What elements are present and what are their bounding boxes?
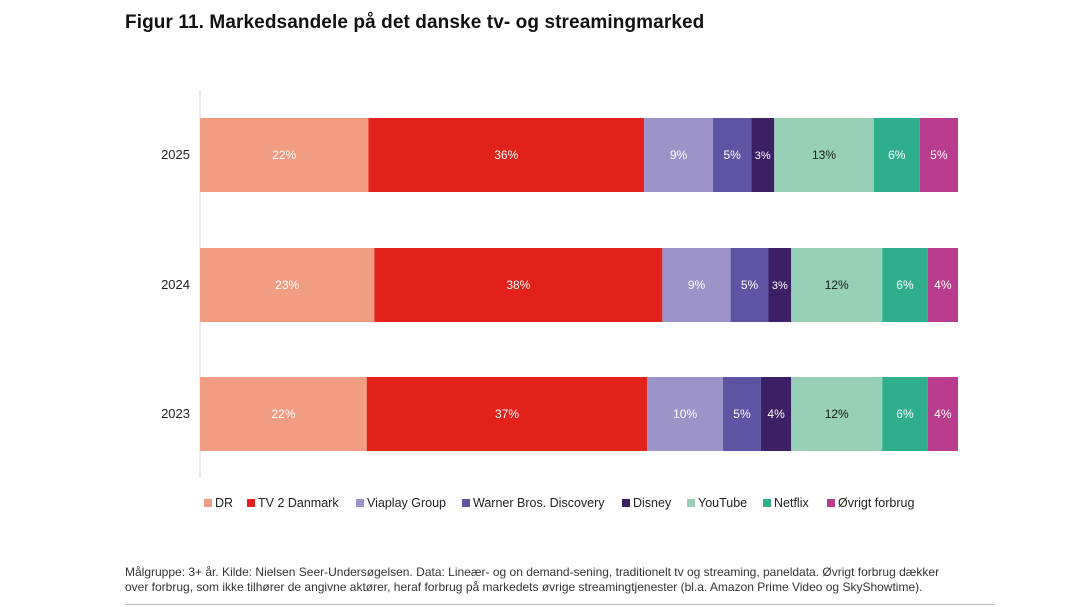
- bar-2024-3: [730, 248, 769, 322]
- bar-2023-7: [927, 377, 958, 451]
- legend-label-1: TV 2 Danmark: [258, 496, 339, 510]
- data-label-2025-2: 9%: [670, 148, 688, 162]
- footnote-line-2: over forbrug, som ikke tilhører de angiv…: [125, 580, 923, 594]
- bar-2024-7: [927, 248, 958, 322]
- bar-2025-6: [873, 118, 920, 192]
- data-label-2024-6: 6%: [896, 278, 914, 292]
- legend-swatch-5: [687, 499, 695, 507]
- bar-2024-5: [791, 248, 883, 322]
- footnote: Målgruppe: 3+ år. Kilde: Nielsen Seer-Un…: [125, 565, 1005, 595]
- bar-2025-3: [712, 118, 752, 192]
- bar-2023-5: [791, 377, 883, 451]
- legend-swatch-7: [827, 499, 835, 507]
- data-label-2023-3: 5%: [733, 407, 751, 421]
- data-label-2025-5: 13%: [812, 148, 836, 162]
- data-label-2025-7: 5%: [930, 148, 948, 162]
- data-label-2024-5: 12%: [825, 278, 849, 292]
- data-label-2023-4: 4%: [767, 407, 785, 421]
- bar-2024-4: [768, 248, 792, 322]
- footnote-divider: [125, 604, 995, 605]
- bar-2025-7: [919, 118, 958, 192]
- legend-label-3: Warner Bros. Discovery: [473, 496, 605, 510]
- category-label-2023: 2023: [161, 406, 190, 421]
- data-label-2024-3: 5%: [741, 278, 759, 292]
- bar-2023-6: [882, 377, 928, 451]
- data-label-2024-1: 38%: [506, 278, 530, 292]
- legend-label-7: Øvrigt forbrug: [838, 496, 914, 510]
- bar-2025-2: [644, 118, 713, 192]
- legend-label-2: Viaplay Group: [367, 496, 446, 510]
- bar-2023-2: [647, 377, 724, 451]
- legend-label-6: Netflix: [774, 496, 809, 510]
- legend-swatch-6: [763, 499, 771, 507]
- data-label-2024-4: 3%: [772, 280, 788, 292]
- bar-2025-0: [200, 118, 369, 192]
- data-label-2023-6: 6%: [896, 407, 914, 421]
- bar-2024-6: [882, 248, 928, 322]
- data-label-2023-7: 4%: [934, 407, 952, 421]
- footnote-line-1: Målgruppe: 3+ år. Kilde: Nielsen Seer-Un…: [125, 565, 940, 579]
- data-label-2024-0: 23%: [275, 278, 299, 292]
- category-label-2024: 2024: [161, 277, 190, 292]
- data-label-2023-1: 37%: [495, 407, 519, 421]
- legend-swatch-2: [356, 499, 364, 507]
- data-label-2025-0: 22%: [272, 148, 296, 162]
- data-label-2024-2: 9%: [688, 278, 706, 292]
- data-label-2025-3: 5%: [723, 148, 741, 162]
- bar-2025-1: [368, 118, 645, 192]
- legend-label-4: Disney: [633, 496, 672, 510]
- bar-2024-2: [662, 248, 731, 322]
- chart-title: Figur 11. Markedsandele på det danske tv…: [125, 12, 705, 33]
- data-label-2024-7: 4%: [934, 278, 952, 292]
- bar-2025-4: [751, 118, 775, 192]
- category-label-2025: 2025: [161, 147, 190, 162]
- bar-2024-0: [200, 248, 375, 322]
- legend-swatch-4: [622, 499, 630, 507]
- bar-2023-0: [200, 377, 367, 451]
- data-label-2025-6: 6%: [888, 148, 906, 162]
- legend-swatch-0: [204, 499, 212, 507]
- data-label-2023-0: 22%: [271, 407, 295, 421]
- legend-label-0: DR: [215, 496, 233, 510]
- data-label-2023-2: 10%: [673, 407, 697, 421]
- bar-2023-3: [723, 377, 761, 451]
- legend-swatch-3: [462, 499, 470, 507]
- bar-2023-4: [760, 377, 792, 451]
- legend-swatch-1: [247, 499, 255, 507]
- bar-2025-5: [774, 118, 874, 192]
- bar-2023-1: [366, 377, 648, 451]
- legend-label-5: YouTube: [698, 496, 747, 510]
- data-label-2025-4: 3%: [755, 150, 771, 162]
- data-label-2023-5: 12%: [825, 407, 849, 421]
- bar-2024-1: [374, 248, 663, 322]
- data-label-2025-1: 36%: [494, 148, 518, 162]
